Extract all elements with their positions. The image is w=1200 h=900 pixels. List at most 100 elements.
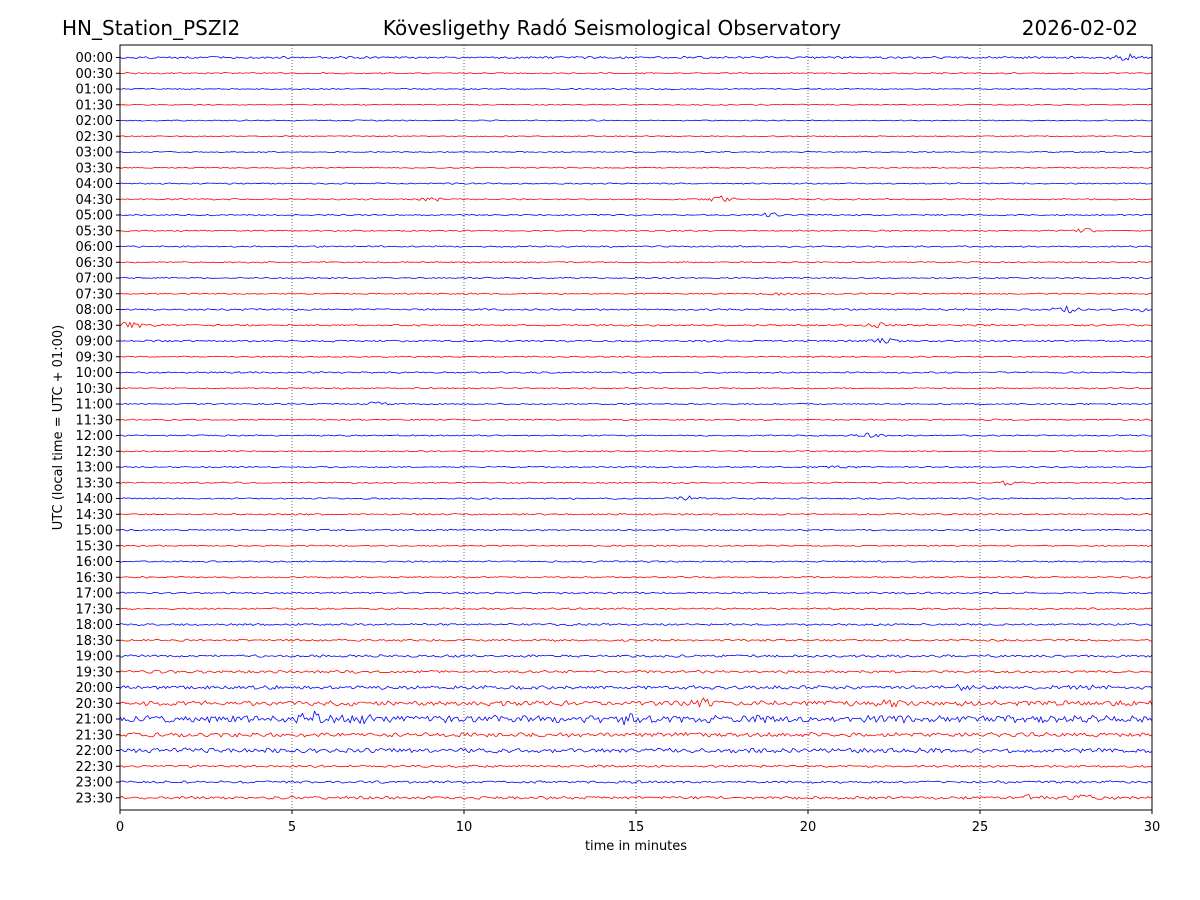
- y-tick-label: 22:00: [76, 744, 113, 759]
- y-tick-label: 22:30: [76, 760, 113, 775]
- y-tick-label: 12:30: [76, 445, 113, 460]
- trace-0730: [119, 292, 1153, 296]
- trace-2000: [119, 683, 1153, 691]
- y-tick-label: 18:30: [76, 634, 113, 649]
- y-tick-label: 03:30: [76, 161, 113, 176]
- y-tick-label: 06:00: [76, 240, 113, 255]
- trace-0400: [119, 182, 1153, 185]
- observatory-title: Kövesligethy Radó Seismological Observat…: [382, 16, 842, 40]
- y-tick-label: 21:00: [76, 713, 113, 728]
- x-tick-label: 20: [800, 820, 817, 835]
- trace-1230: [119, 450, 1153, 453]
- trace-1530: [119, 544, 1153, 547]
- y-axis-label: UTC (local time = UTC + 01:00): [51, 325, 66, 530]
- y-tick-label: 19:00: [76, 650, 113, 665]
- trace-0500: [119, 212, 1153, 218]
- y-tick-label: 16:00: [76, 555, 113, 570]
- trace-0200: [119, 119, 1153, 122]
- trace-1200: [120, 432, 1153, 438]
- x-tick-label: 25: [972, 820, 989, 835]
- seismic-traces: [119, 53, 1153, 800]
- x-axis-ticks: 0 5 10 15 20 25 30: [116, 810, 1160, 835]
- y-tick-label: 08:00: [76, 303, 113, 318]
- trace-0430: [119, 195, 1153, 202]
- trace-0330: [119, 166, 1153, 169]
- y-tick-label: 04:00: [76, 177, 113, 192]
- y-tick-label: 21:30: [76, 728, 113, 743]
- trace-2030: [119, 697, 1153, 708]
- trace-0600: [119, 245, 1153, 248]
- y-tick-label: 15:00: [76, 524, 113, 539]
- trace-0300: [119, 151, 1153, 154]
- y-tick-label: 05:30: [76, 224, 113, 239]
- station-name: HN_Station_PSZI2: [62, 16, 241, 40]
- trace-1100: [119, 401, 1152, 406]
- trace-1830: [119, 638, 1153, 642]
- y-tick-label: 18:00: [76, 618, 113, 633]
- x-tick-label: 15: [628, 820, 645, 835]
- trace-1300: [119, 465, 1153, 469]
- x-tick-label: 5: [288, 820, 296, 835]
- y-tick-label: 12:00: [76, 429, 113, 444]
- trace-1000: [119, 371, 1153, 374]
- trace-0700: [119, 276, 1153, 280]
- trace-0900: [119, 337, 1153, 344]
- trace-0800: [119, 305, 1153, 314]
- y-tick-label: 00:30: [76, 67, 113, 82]
- y-tick-label: 19:30: [76, 665, 113, 680]
- y-tick-label: 07:00: [76, 272, 113, 287]
- plot-frame: [119, 44, 1153, 811]
- grid-lines: [291, 45, 981, 810]
- y-tick-label: 07:30: [76, 287, 113, 302]
- y-tick-label: 00:00: [76, 51, 113, 66]
- y-tick-label: 01:30: [76, 98, 113, 113]
- trace-0630: [119, 261, 1153, 264]
- trace-1930: [119, 669, 1153, 674]
- trace-2100: [119, 710, 1153, 726]
- y-tick-label: 23:00: [76, 776, 113, 791]
- trace-2300: [119, 780, 1153, 784]
- trace-0000: [119, 53, 1153, 61]
- y-tick-label: 02:00: [76, 114, 113, 129]
- y-tick-label: 02:30: [76, 130, 113, 145]
- y-tick-label: 09:30: [76, 350, 113, 365]
- y-tick-label: 05:00: [76, 209, 113, 224]
- y-axis-ticks: 00:0000:3001:0001:3002:0002:3003:0003:30…: [76, 51, 120, 806]
- trace-2200: [119, 747, 1153, 754]
- x-tick-label: 10: [456, 820, 473, 835]
- y-tick-label: 10:00: [76, 366, 113, 381]
- y-tick-label: 13:00: [76, 461, 113, 476]
- trace-0130: [120, 103, 1153, 106]
- y-tick-label: 10:30: [76, 382, 113, 397]
- trace-1500: [119, 528, 1153, 532]
- y-tick-label: 04:30: [76, 193, 113, 208]
- trace-2230: [119, 764, 1153, 768]
- trace-2330: [119, 794, 1153, 800]
- trace-0930: [119, 355, 1153, 358]
- trace-0230: [119, 135, 1153, 138]
- y-tick-label: 13:30: [76, 476, 113, 491]
- trace-0100: [119, 87, 1153, 91]
- y-tick-label: 23:30: [76, 791, 113, 806]
- x-axis-label: time in minutes: [585, 839, 687, 854]
- y-tick-label: 06:30: [76, 256, 113, 271]
- trace-1600: [119, 560, 1153, 563]
- trace-1700: [119, 591, 1153, 595]
- y-tick-label: 14:30: [76, 508, 113, 523]
- y-tick-label: 08:30: [76, 319, 113, 334]
- x-tick-label: 0: [116, 820, 124, 835]
- trace-1730: [119, 607, 1153, 611]
- y-tick-label: 20:00: [76, 681, 113, 696]
- y-tick-label: 11:00: [76, 398, 113, 413]
- trace-1630: [119, 575, 1153, 579]
- trace-1130: [119, 418, 1153, 421]
- trace-1800: [119, 623, 1153, 627]
- trace-0530: [119, 228, 1153, 233]
- trace-1900: [119, 654, 1153, 658]
- x-tick-label: 30: [1144, 820, 1161, 835]
- y-tick-label: 15:30: [76, 539, 113, 554]
- y-tick-label: 09:00: [76, 335, 113, 350]
- y-tick-label: 14:00: [76, 492, 113, 507]
